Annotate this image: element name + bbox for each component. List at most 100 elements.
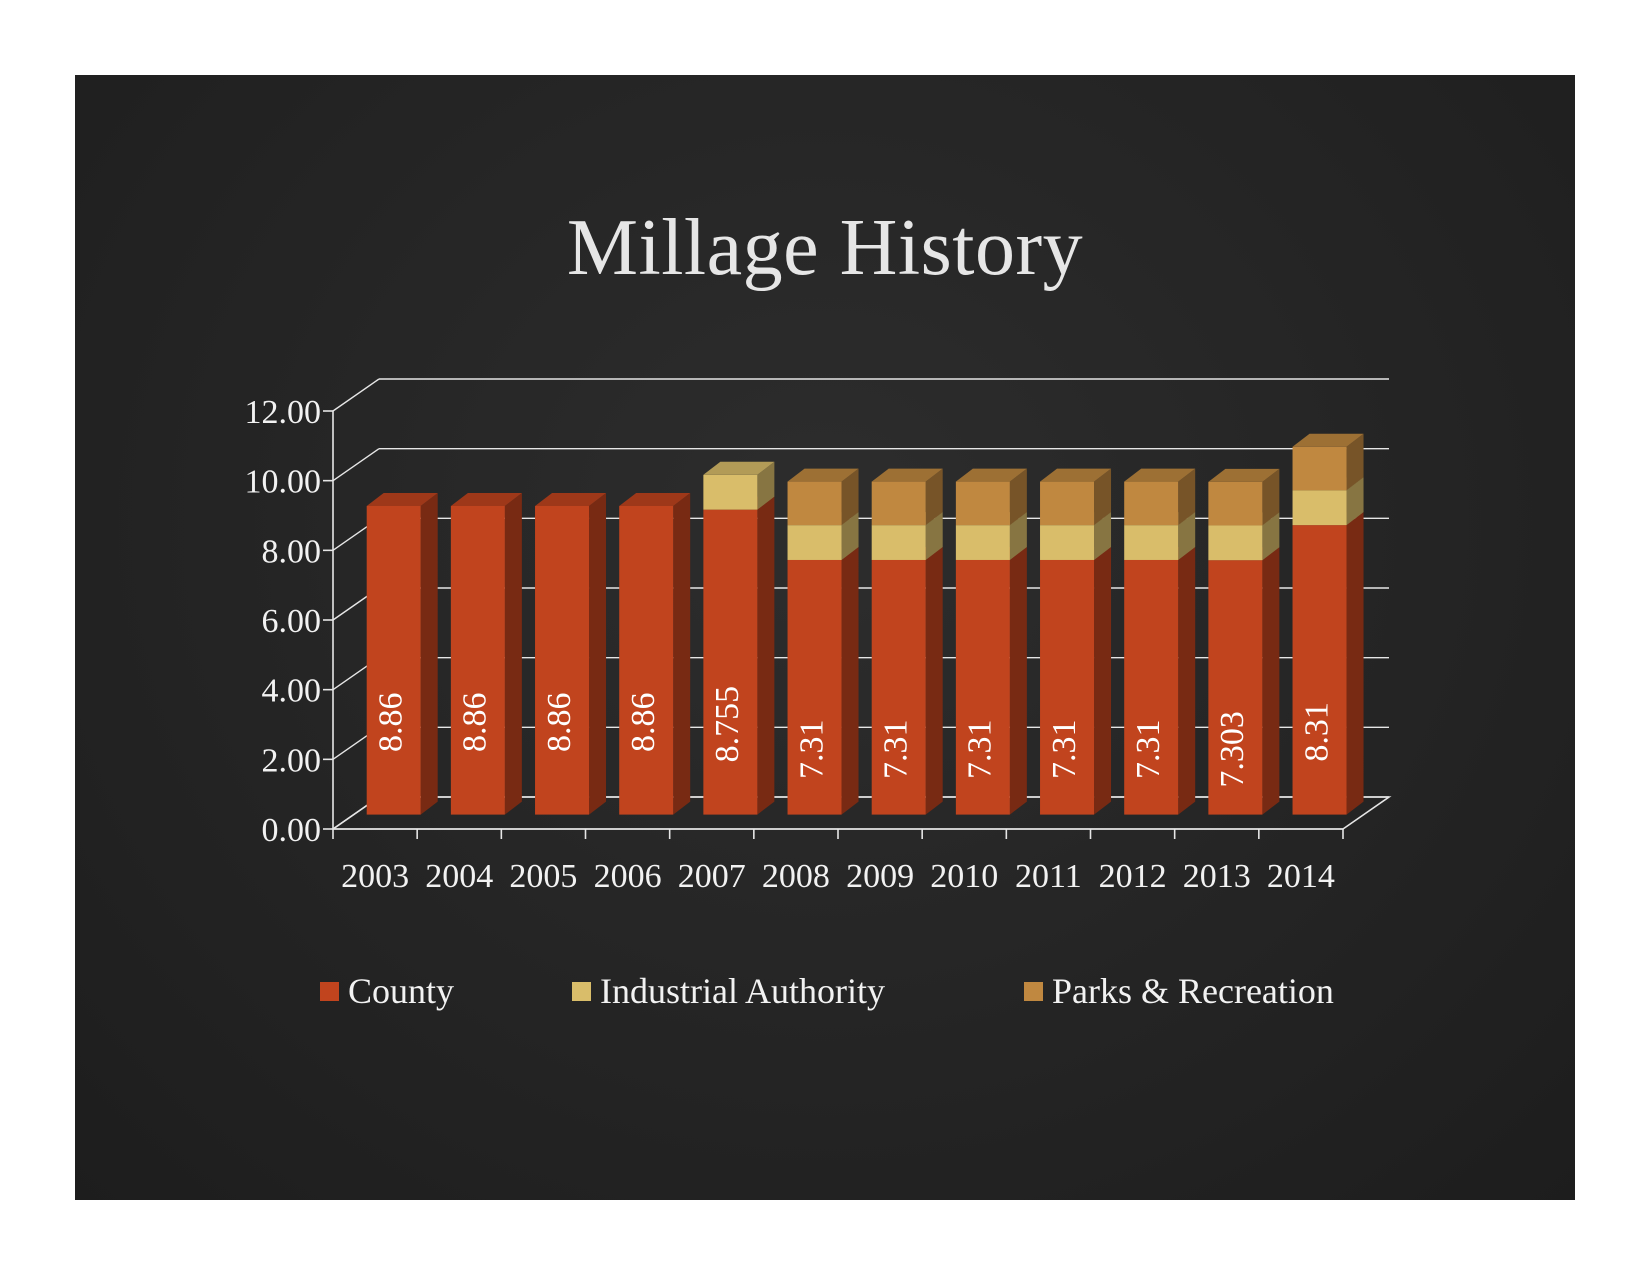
bar-county [955,559,1010,815]
bar-side-county [1178,546,1196,815]
bar-county [703,509,758,815]
x-tick-label: 2007 [678,858,746,895]
bar-side-parks-recreation [841,468,859,526]
slide: Millage History 0.00 2.00 4.00 6.00 8.00 10.0… [75,75,1575,1200]
legend-label-parks-recreation: Parks & Recreation [1052,971,1334,1011]
chart-legend: County Industrial Authority Parks & Recr… [75,970,1575,1020]
x-tick-label: 2011 [1015,858,1082,895]
bar-side-parks-recreation [1009,468,1027,526]
gridline-diagonal [332,448,380,482]
bar-side-industrial-authority [841,512,859,560]
bar-side-industrial-authority [1094,512,1112,560]
bar-side-county [1346,512,1364,815]
bar-county [1124,559,1179,815]
bar-top-county [366,492,438,506]
bar-side-parks-recreation [925,468,943,526]
bar-county [787,559,842,815]
bar-parks-recreation [1124,481,1179,526]
bar-side-county [589,492,607,815]
bar-parks-recreation [955,481,1010,526]
x-tick-label: 2004 [425,858,493,895]
y-tick-label: 0.00 [262,812,322,849]
bar-top-parks-recreation [871,468,943,482]
bar-side-county [841,546,859,815]
bar-side-county [504,492,522,815]
data-label: 8.755 [709,686,746,763]
data-label: 8.31 [1298,702,1335,762]
bar-county [1040,559,1095,815]
bar-parks-recreation [871,481,926,526]
legend-label-county: County [348,971,455,1011]
bar-county [871,559,926,815]
bar-county [366,505,421,815]
bar-parks-recreation [1292,446,1347,491]
y-tick-label: 8.00 [262,533,322,570]
bar-side-county [1009,546,1027,815]
data-label: 8.86 [625,693,662,753]
bar-side-parks-recreation [1178,468,1196,526]
data-label: 7.31 [1130,720,1167,780]
bar-county [1208,560,1263,815]
data-label: 7.31 [877,720,914,780]
bar-side-parks-recreation [1262,468,1280,526]
bar-top-industrial-authority [703,461,775,475]
bar-industrial-authority [1040,525,1095,560]
data-label: 8.86 [372,693,409,753]
x-tick-label: 2006 [594,858,662,895]
bar-side-county [673,492,691,815]
bar-top-county [535,492,607,506]
x-tick-label: 2003 [341,858,409,895]
bar-side-industrial-authority [757,461,775,510]
data-label: 8.86 [457,693,494,753]
data-label: 8.86 [541,693,578,753]
x-tick-label: 2014 [1267,858,1335,895]
y-tick-label: 12.00 [245,394,322,431]
bar-side-county [1094,546,1112,815]
bar-top-parks-recreation [1124,468,1196,482]
gridline-diagonal [332,378,380,412]
legend-item-industrial-authority: Industrial Authority [572,970,885,1012]
x-tick-label: 2008 [762,858,830,895]
bar-parks-recreation [1040,481,1095,526]
bar-top-county [450,492,522,506]
data-label: 7.31 [793,720,830,780]
bar-top-parks-recreation [955,468,1027,482]
bar-top-parks-recreation [787,468,859,482]
bar-side-county [1262,547,1280,815]
y-tick-label: 4.00 [262,673,322,710]
legend-swatch-county [320,981,339,1001]
x-tick-label: 2012 [1099,858,1167,895]
bar-side-industrial-authority [1009,512,1027,560]
bar-side-industrial-authority [1346,477,1364,526]
legend-swatch-parks-recreation [1024,981,1043,1001]
data-label: 7.303 [1214,711,1251,788]
x-tick-label: 2005 [509,858,577,895]
bar-county [450,505,505,815]
bar-county [619,505,674,815]
bar-side-parks-recreation [1094,468,1112,526]
legend-item-county: County [320,970,454,1012]
bar-side-county [757,496,775,815]
bar-county [535,505,590,815]
bar-top-parks-recreation [1292,433,1364,447]
bar-side-industrial-authority [1178,512,1196,560]
bar-county [1292,525,1347,815]
bar-side-industrial-authority [1262,512,1280,561]
x-tick-label: 2010 [930,858,998,895]
bar-top-parks-recreation [1208,468,1280,482]
bar-side-county [420,492,438,815]
y-tick-label: 2.00 [262,742,322,779]
bar-industrial-authority [1208,525,1263,561]
y-tick-label: 6.00 [262,603,322,640]
bar-industrial-authority [703,474,758,510]
bar-industrial-authority [787,525,842,560]
bar-side-county [925,546,943,815]
bar-parks-recreation [1208,481,1263,526]
x-tick-label: 2013 [1183,858,1251,895]
bar-side-parks-recreation [1346,433,1364,491]
data-label: 7.31 [962,720,999,780]
chart-title: Millage History [566,204,1084,292]
bar-industrial-authority [1292,490,1347,526]
chart-plot: 0.00 2.00 4.00 6.00 8.00 10.00 12.00 2003 2004 20… [245,378,1392,895]
y-tick-label: 10.00 [245,464,322,501]
